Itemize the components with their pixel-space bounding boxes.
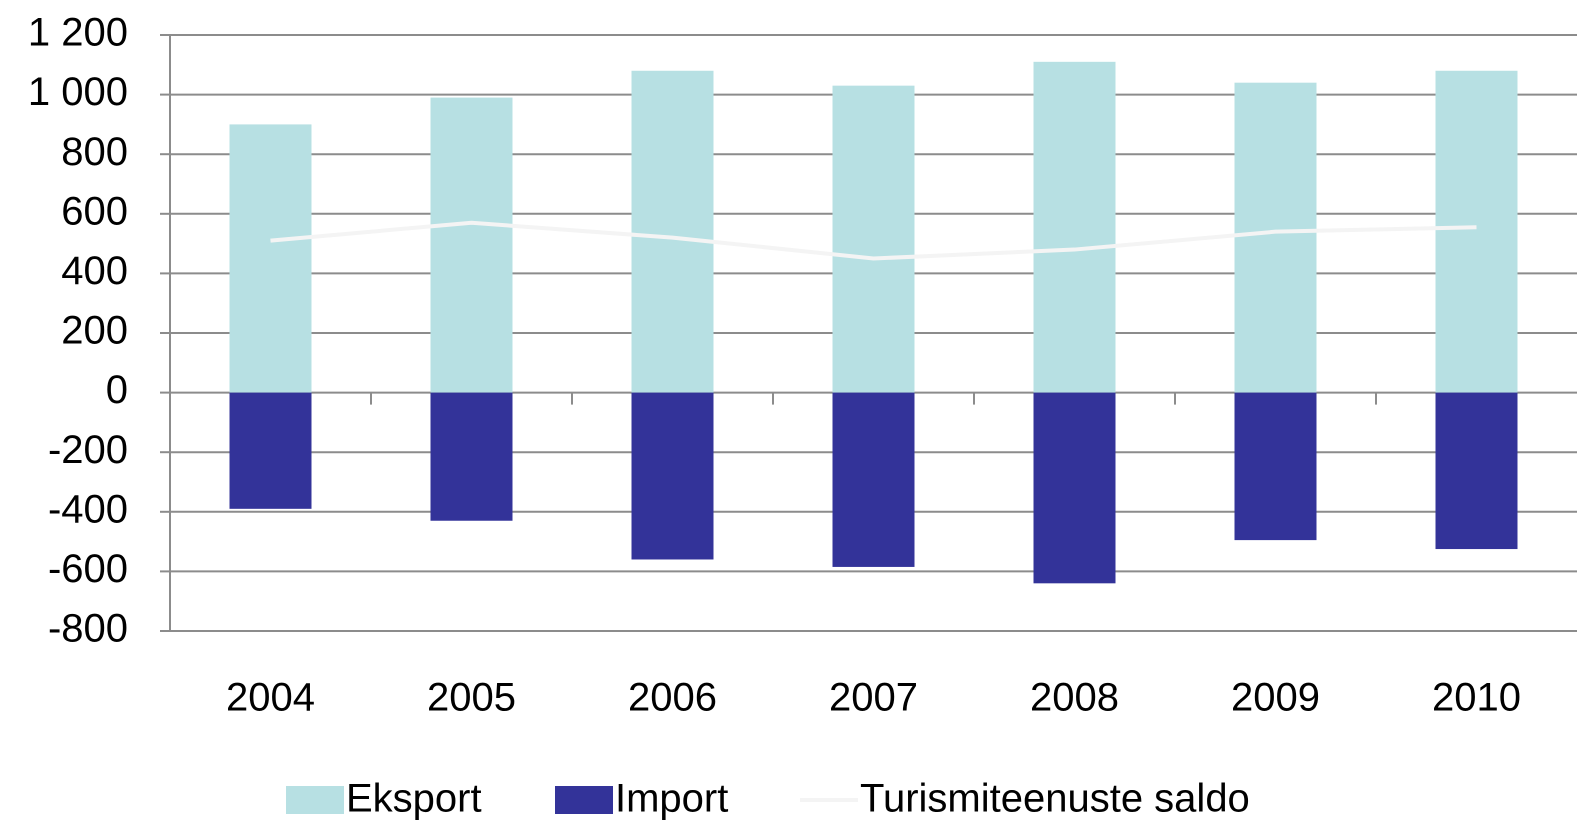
x-tick-label: 2006 xyxy=(628,676,717,720)
bar xyxy=(833,86,915,393)
y-tick-label: 200 xyxy=(61,309,128,353)
bar xyxy=(833,393,915,567)
bar xyxy=(431,98,513,393)
legend-swatch xyxy=(555,786,613,814)
y-tick-label: -600 xyxy=(48,547,128,591)
y-tick-label: 400 xyxy=(61,249,128,293)
bar xyxy=(632,71,714,393)
x-tick-label: 2008 xyxy=(1030,676,1119,720)
y-tick-label: 600 xyxy=(61,189,128,233)
legend-label: Eksport xyxy=(346,777,482,821)
bar xyxy=(1436,393,1518,549)
bar xyxy=(230,393,312,509)
bar xyxy=(632,393,714,560)
bar xyxy=(1034,62,1116,393)
bar xyxy=(1235,83,1317,393)
x-tick-label: 2007 xyxy=(829,676,918,720)
y-tick-label: -800 xyxy=(48,607,128,651)
x-tick-label: 2009 xyxy=(1231,676,1320,720)
y-tick-label: 1 000 xyxy=(28,70,128,114)
x-tick-label: 2010 xyxy=(1432,676,1521,720)
x-tick-label: 2005 xyxy=(427,676,516,720)
bar xyxy=(1034,393,1116,584)
y-tick-label: -400 xyxy=(48,487,128,531)
y-tick-label: 0 xyxy=(106,368,128,412)
bar xyxy=(1235,393,1317,541)
chart: -800 -600 -400 -200 0 200 400 600 800 1 000 1 200 2… xyxy=(0,0,1577,833)
legend-swatch xyxy=(286,786,344,814)
bar xyxy=(230,124,312,392)
bar xyxy=(431,393,513,521)
bar xyxy=(1436,71,1518,393)
y-tick-label: 1 200 xyxy=(28,11,128,55)
x-tick-label: 2004 xyxy=(226,676,315,720)
y-tick-label: -200 xyxy=(48,428,128,472)
legend-label: Import xyxy=(615,777,728,821)
y-tick-label: 800 xyxy=(61,130,128,174)
legend-label: Turismiteenuste saldo xyxy=(860,777,1250,821)
